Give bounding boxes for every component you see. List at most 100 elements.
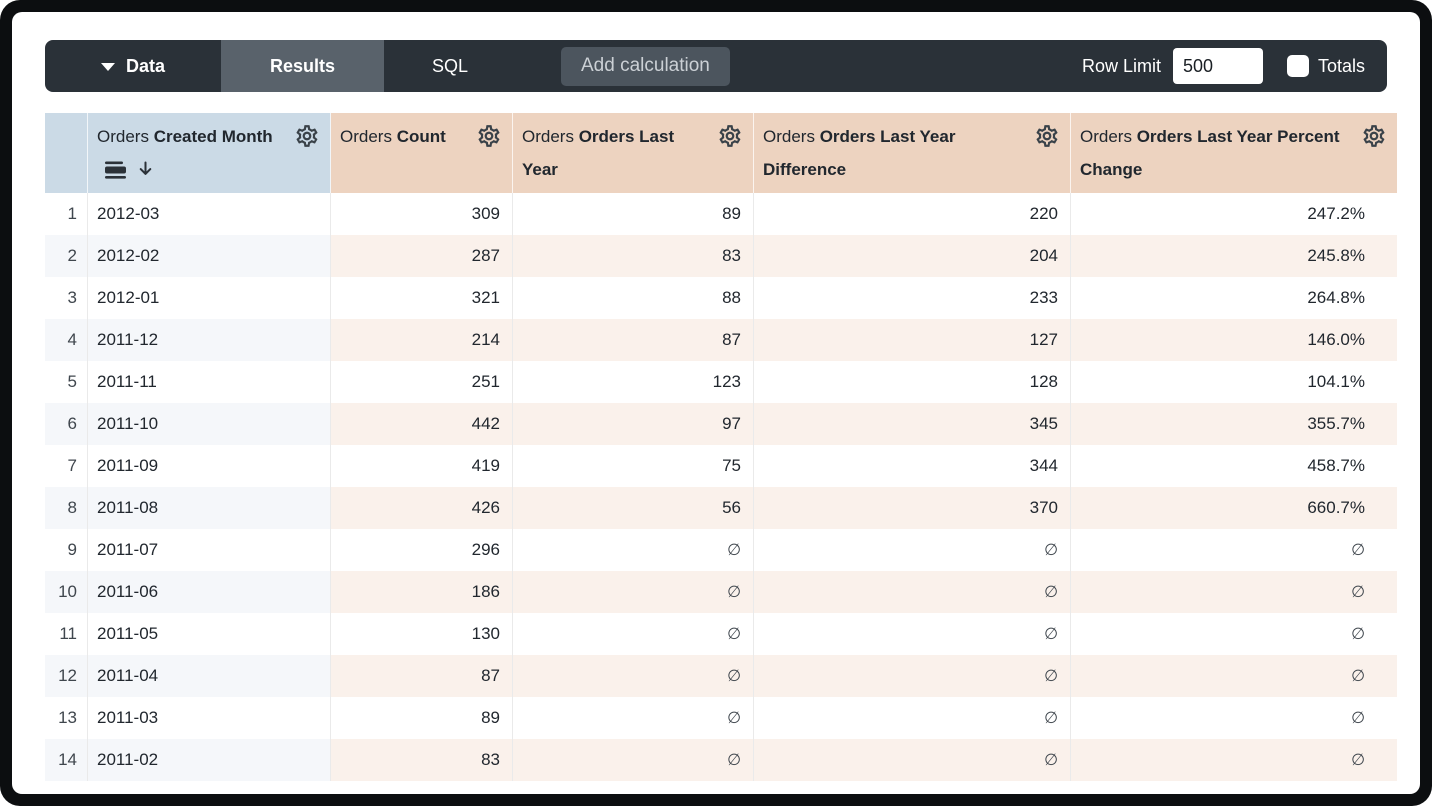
cell-orders-last-year[interactable]: 89 — [513, 193, 754, 235]
cell-orders-last-year-percent-change[interactable]: 355.7% — [1071, 403, 1397, 445]
cell-orders-last-year-percent-change[interactable]: ∅ — [1071, 613, 1397, 655]
cell-count[interactable]: 309 — [331, 193, 513, 235]
table-header-row: Orders Created Month Orders Count Orders O… — [45, 113, 1397, 193]
row-number: 8 — [45, 487, 88, 529]
cell-orders-last-year-difference[interactable]: ∅ — [754, 697, 1071, 739]
sql-tab[interactable]: SQL — [384, 40, 516, 92]
sql-tab-label: SQL — [431, 55, 469, 76]
cell-orders-last-year-difference[interactable]: 345 — [754, 403, 1071, 445]
cell-created-month[interactable]: 2012-01 — [88, 277, 331, 319]
column-view-label: Orders — [763, 127, 820, 146]
gear-icon[interactable] — [1034, 123, 1060, 149]
cell-orders-last-year-difference[interactable]: 220 — [754, 193, 1071, 235]
gear-icon[interactable] — [294, 123, 320, 149]
cell-created-month[interactable]: 2011-10 — [88, 403, 331, 445]
cell-count[interactable]: 287 — [331, 235, 513, 277]
cell-count[interactable]: 186 — [331, 571, 513, 613]
cell-created-month[interactable]: 2011-02 — [88, 739, 331, 781]
cell-orders-last-year[interactable]: ∅ — [513, 571, 754, 613]
cell-orders-last-year[interactable]: ∅ — [513, 697, 754, 739]
cell-created-month[interactable]: 2011-08 — [88, 487, 331, 529]
cell-orders-last-year[interactable]: 75 — [513, 445, 754, 487]
table-row: 5 2011-11 251 123 128 104.1% — [45, 361, 1397, 403]
cell-count[interactable]: 419 — [331, 445, 513, 487]
results-tab[interactable]: Results — [221, 40, 384, 92]
cell-orders-last-year[interactable]: ∅ — [513, 655, 754, 697]
cell-orders-last-year-percent-change[interactable]: ∅ — [1071, 697, 1397, 739]
column-view-label: Orders — [522, 127, 579, 146]
cell-orders-last-year-percent-change[interactable]: 458.7% — [1071, 445, 1397, 487]
cell-orders-last-year-difference[interactable]: ∅ — [754, 529, 1071, 571]
cell-orders-last-year-difference[interactable]: 344 — [754, 445, 1071, 487]
table-row: 7 2011-09 419 75 344 458.7% — [45, 445, 1397, 487]
cell-created-month[interactable]: 2011-03 — [88, 697, 331, 739]
totals-checkbox[interactable] — [1286, 55, 1309, 77]
table-row: 11 2011-05 130 ∅ ∅ ∅ — [45, 613, 1397, 655]
cell-count[interactable]: 89 — [331, 697, 513, 739]
cell-orders-last-year-percent-change[interactable]: ∅ — [1071, 571, 1397, 613]
cell-orders-last-year[interactable]: 56 — [513, 487, 754, 529]
table-row: 8 2011-08 426 56 370 660.7% — [45, 487, 1397, 529]
cell-orders-last-year[interactable]: ∅ — [513, 739, 754, 781]
cell-orders-last-year-difference[interactable]: ∅ — [754, 739, 1071, 781]
cell-orders-last-year-difference[interactable]: 233 — [754, 277, 1071, 319]
cell-count[interactable]: 87 — [331, 655, 513, 697]
cell-orders-last-year-percent-change[interactable]: ∅ — [1071, 529, 1397, 571]
cell-orders-last-year-difference[interactable]: ∅ — [754, 613, 1071, 655]
cell-orders-last-year[interactable]: ∅ — [513, 529, 754, 571]
results-table: Orders Created Month Orders Count Orders O… — [45, 113, 1397, 781]
cell-orders-last-year[interactable]: 87 — [513, 319, 754, 361]
cell-count[interactable]: 442 — [331, 403, 513, 445]
cell-count[interactable]: 83 — [331, 739, 513, 781]
cell-count[interactable]: 214 — [331, 319, 513, 361]
cell-count[interactable]: 296 — [331, 529, 513, 571]
cell-orders-last-year-percent-change[interactable]: 660.7% — [1071, 487, 1397, 529]
cell-orders-last-year[interactable]: 123 — [513, 361, 754, 403]
cell-count[interactable]: 426 — [331, 487, 513, 529]
column-header-created-month[interactable]: Orders Created Month — [88, 113, 331, 193]
cell-orders-last-year-percent-change[interactable]: 247.2% — [1071, 193, 1397, 235]
cell-orders-last-year[interactable]: 88 — [513, 277, 754, 319]
column-header-count[interactable]: Orders Count — [331, 113, 513, 193]
column-field-label: Orders Last Year Difference — [763, 127, 956, 179]
cell-count[interactable]: 251 — [331, 361, 513, 403]
cell-orders-last-year-percent-change[interactable]: 146.0% — [1071, 319, 1397, 361]
cell-orders-last-year-difference[interactable]: ∅ — [754, 571, 1071, 613]
cell-orders-last-year-difference[interactable]: 370 — [754, 487, 1071, 529]
cell-created-month[interactable]: 2011-11 — [88, 361, 331, 403]
cell-orders-last-year-percent-change[interactable]: 264.8% — [1071, 277, 1397, 319]
cell-orders-last-year-percent-change[interactable]: 245.8% — [1071, 235, 1397, 277]
data-tab[interactable]: Data — [45, 40, 221, 92]
column-header-orders-last-year-percent-change[interactable]: Orders Orders Last Year Percent Change — [1071, 113, 1397, 193]
cell-created-month[interactable]: 2011-12 — [88, 319, 331, 361]
cell-orders-last-year-difference[interactable]: ∅ — [754, 655, 1071, 697]
sort-desc-icon[interactable] — [135, 159, 156, 180]
gear-icon[interactable] — [1361, 123, 1387, 149]
cell-created-month[interactable]: 2011-06 — [88, 571, 331, 613]
cell-created-month[interactable]: 2011-05 — [88, 613, 331, 655]
cell-orders-last-year-percent-change[interactable]: ∅ — [1071, 655, 1397, 697]
cell-created-month[interactable]: 2011-09 — [88, 445, 331, 487]
row-limit-label: Row Limit — [1081, 55, 1161, 76]
results-tab-label: Results — [269, 55, 336, 76]
cell-count[interactable]: 130 — [331, 613, 513, 655]
cell-orders-last-year[interactable]: ∅ — [513, 613, 754, 655]
add-calculation-button[interactable]: Add calculation — [561, 46, 730, 86]
cell-orders-last-year-percent-change[interactable]: 104.1% — [1071, 361, 1397, 403]
gear-icon[interactable] — [476, 123, 502, 149]
column-header-orders-last-year-difference[interactable]: Orders Orders Last Year Difference — [754, 113, 1071, 193]
cell-orders-last-year[interactable]: 97 — [513, 403, 754, 445]
gear-icon[interactable] — [717, 123, 743, 149]
cell-orders-last-year-difference[interactable]: 128 — [754, 361, 1071, 403]
cell-orders-last-year[interactable]: 83 — [513, 235, 754, 277]
column-header-orders-last-year[interactable]: Orders Orders Last Year — [513, 113, 754, 193]
cell-orders-last-year-percent-change[interactable]: ∅ — [1071, 739, 1397, 781]
cell-created-month[interactable]: 2012-03 — [88, 193, 331, 235]
cell-orders-last-year-difference[interactable]: 127 — [754, 319, 1071, 361]
cell-created-month[interactable]: 2011-04 — [88, 655, 331, 697]
cell-count[interactable]: 321 — [331, 277, 513, 319]
cell-created-month[interactable]: 2012-02 — [88, 235, 331, 277]
cell-created-month[interactable]: 2011-07 — [88, 529, 331, 571]
cell-orders-last-year-difference[interactable]: 204 — [754, 235, 1071, 277]
row-limit-input[interactable] — [1172, 48, 1263, 84]
